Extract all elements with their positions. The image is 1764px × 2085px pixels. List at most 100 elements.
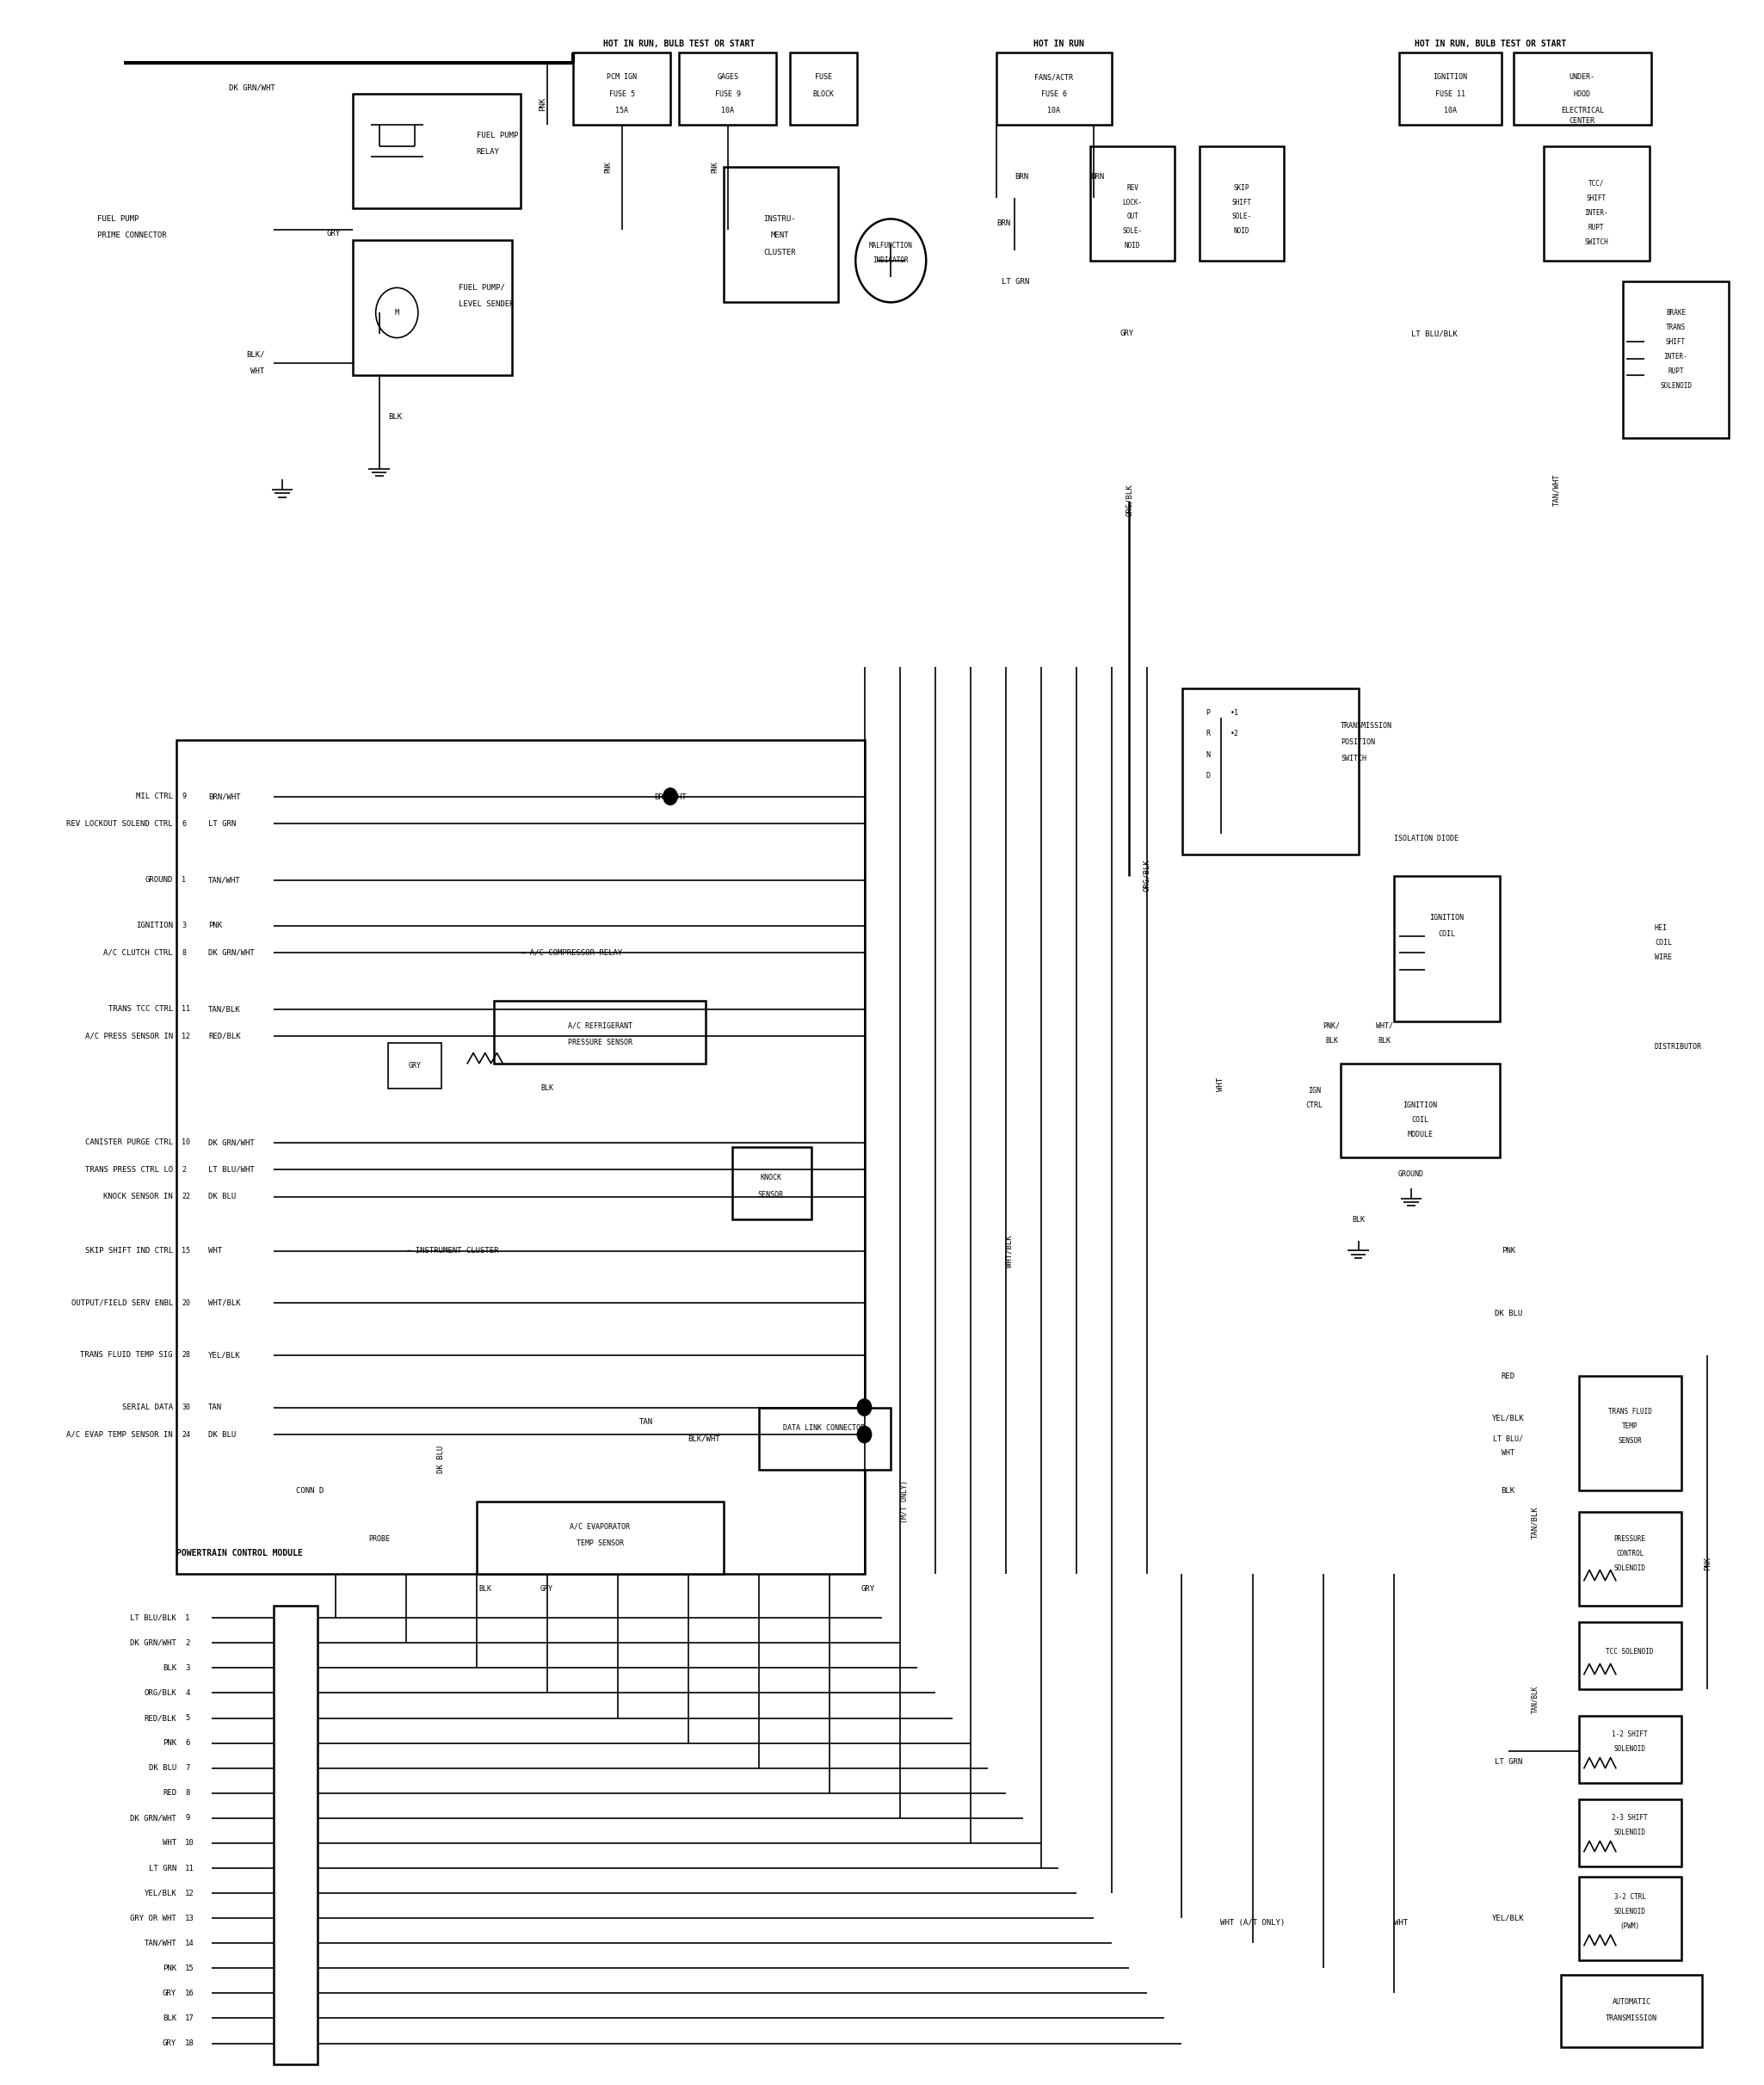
- Text: 5: 5: [185, 1714, 191, 1722]
- Text: LT BLU/BLK: LT BLU/BLK: [131, 1614, 176, 1622]
- Text: SWITCH: SWITCH: [1341, 755, 1367, 763]
- Text: BRN/WHT: BRN/WHT: [208, 792, 240, 801]
- Text: SOLENOID: SOLENOID: [1614, 1745, 1646, 1753]
- Text: PRIME CONNECTOR: PRIME CONNECTOR: [97, 231, 166, 240]
- Bar: [353, 240, 512, 375]
- Bar: [1579, 1622, 1681, 1689]
- Text: R: R: [1207, 730, 1210, 738]
- Bar: [353, 94, 520, 209]
- Text: 17: 17: [185, 2014, 194, 2022]
- Bar: [997, 52, 1111, 125]
- Text: LT BLU/BLK: LT BLU/BLK: [1411, 329, 1457, 338]
- Circle shape: [663, 788, 677, 805]
- Text: FUSE 5: FUSE 5: [609, 90, 635, 98]
- Text: 10: 10: [182, 1138, 191, 1147]
- Text: WHT (A/T ONLY): WHT (A/T ONLY): [1221, 1918, 1284, 1927]
- Text: AUTOMATIC: AUTOMATIC: [1612, 1997, 1651, 2006]
- Bar: [388, 1042, 441, 1088]
- Text: RED/BLK: RED/BLK: [145, 1714, 176, 1722]
- Bar: [1514, 52, 1651, 125]
- Text: RUPT: RUPT: [1667, 367, 1685, 375]
- Text: 3: 3: [185, 1664, 191, 1672]
- Text: TRANS: TRANS: [1665, 323, 1686, 332]
- Text: 15: 15: [185, 1964, 194, 1972]
- Text: GRY OR WHT: GRY OR WHT: [131, 1914, 176, 1922]
- Text: (M/T ONLY): (M/T ONLY): [901, 1480, 908, 1522]
- Bar: [723, 167, 838, 302]
- Text: SKIP SHIFT IND CTRL: SKIP SHIFT IND CTRL: [85, 1247, 173, 1255]
- Text: → INSTRUMENT CLUSTER: → INSTRUMENT CLUSTER: [406, 1247, 497, 1255]
- Text: 14: 14: [185, 1939, 194, 1947]
- Text: CTRL: CTRL: [1305, 1101, 1323, 1109]
- Text: NOID: NOID: [1124, 242, 1141, 250]
- Text: BLK: BLK: [1325, 1036, 1339, 1045]
- Text: FUEL PUMP: FUEL PUMP: [476, 131, 519, 140]
- Text: 13: 13: [185, 1914, 194, 1922]
- Text: LT GRN: LT GRN: [148, 1864, 176, 1872]
- Text: GRY: GRY: [407, 1061, 422, 1070]
- Text: GRY: GRY: [861, 1585, 875, 1593]
- Text: RED: RED: [1501, 1372, 1515, 1380]
- Text: BRN: BRN: [1014, 173, 1028, 181]
- Text: UNDER-: UNDER-: [1570, 73, 1595, 81]
- Text: IGNITION: IGNITION: [1429, 913, 1464, 922]
- Text: BLK: BLK: [478, 1585, 492, 1593]
- Text: TRANS FLUID TEMP SIG: TRANS FLUID TEMP SIG: [81, 1351, 173, 1359]
- Text: 1: 1: [182, 876, 185, 884]
- Text: SENSOR: SENSOR: [759, 1191, 783, 1199]
- Text: BLK: BLK: [162, 2014, 176, 2022]
- Text: FUSE 11: FUSE 11: [1434, 90, 1466, 98]
- Text: KNOCK SENSOR IN: KNOCK SENSOR IN: [104, 1193, 173, 1201]
- Text: 3: 3: [182, 922, 185, 930]
- Text: BLK/WHT: BLK/WHT: [688, 1434, 720, 1443]
- Text: YEL/BLK: YEL/BLK: [208, 1351, 240, 1359]
- Text: GRY: GRY: [326, 229, 340, 238]
- Bar: [1399, 52, 1501, 125]
- Text: LOCK-: LOCK-: [1122, 198, 1143, 206]
- Text: WHT/: WHT/: [1376, 1022, 1394, 1030]
- Text: HOT IN RUN: HOT IN RUN: [1034, 40, 1083, 48]
- Text: TAN/WHT: TAN/WHT: [1552, 473, 1559, 507]
- Text: IGNITION: IGNITION: [1402, 1101, 1438, 1109]
- Text: DK BLU: DK BLU: [437, 1445, 445, 1474]
- Text: 10: 10: [185, 1839, 194, 1847]
- Text: BLK: BLK: [388, 413, 402, 421]
- Bar: [1182, 688, 1358, 855]
- Text: TAN/BLK: TAN/BLK: [1531, 1685, 1538, 1714]
- Text: 10A: 10A: [721, 106, 734, 115]
- Text: NOID: NOID: [1233, 227, 1251, 236]
- Text: CONN D: CONN D: [296, 1487, 325, 1495]
- Text: POWERTRAIN CONTROL MODULE: POWERTRAIN CONTROL MODULE: [176, 1549, 303, 1557]
- Text: TEMP: TEMP: [1621, 1422, 1639, 1430]
- Text: SKIP: SKIP: [1233, 183, 1251, 192]
- Text: 15A: 15A: [616, 106, 628, 115]
- Text: A/C CLUTCH CTRL: A/C CLUTCH CTRL: [104, 949, 173, 957]
- Text: WIRE: WIRE: [1655, 953, 1672, 961]
- Text: 9: 9: [185, 1814, 191, 1822]
- Text: LT GRN: LT GRN: [1494, 1758, 1522, 1766]
- Text: GRY: GRY: [162, 1989, 176, 1997]
- Text: TAN/BLK: TAN/BLK: [1531, 1505, 1538, 1539]
- Bar: [1544, 146, 1649, 261]
- Text: DK GRN/WHT: DK GRN/WHT: [229, 83, 275, 92]
- Text: WHT/BLK: WHT/BLK: [1005, 1234, 1013, 1268]
- Text: MALFUNCTION: MALFUNCTION: [870, 242, 912, 250]
- Text: FUEL PUMP/: FUEL PUMP/: [459, 284, 505, 292]
- Bar: [1579, 1376, 1681, 1491]
- Text: WHT: WHT: [1217, 1078, 1224, 1090]
- Bar: [494, 1001, 706, 1063]
- Text: 9: 9: [182, 792, 185, 801]
- Text: ORG/BLK: ORG/BLK: [145, 1689, 176, 1697]
- Bar: [759, 1407, 891, 1470]
- Bar: [476, 1501, 723, 1574]
- Text: OUTPUT/FIELD SERV ENBL: OUTPUT/FIELD SERV ENBL: [71, 1299, 173, 1307]
- Text: WHT/BLK: WHT/BLK: [208, 1299, 240, 1307]
- Text: GRY: GRY: [162, 2039, 176, 2047]
- Text: CENTER: CENTER: [1570, 117, 1595, 125]
- Bar: [1561, 1974, 1702, 2047]
- Text: RED: RED: [162, 1789, 176, 1797]
- Text: PRESSURE SENSOR: PRESSURE SENSOR: [568, 1038, 632, 1047]
- Text: A/C REFRIGERANT: A/C REFRIGERANT: [568, 1022, 632, 1030]
- Text: WHT: WHT: [1501, 1449, 1515, 1457]
- Text: 30: 30: [182, 1403, 191, 1412]
